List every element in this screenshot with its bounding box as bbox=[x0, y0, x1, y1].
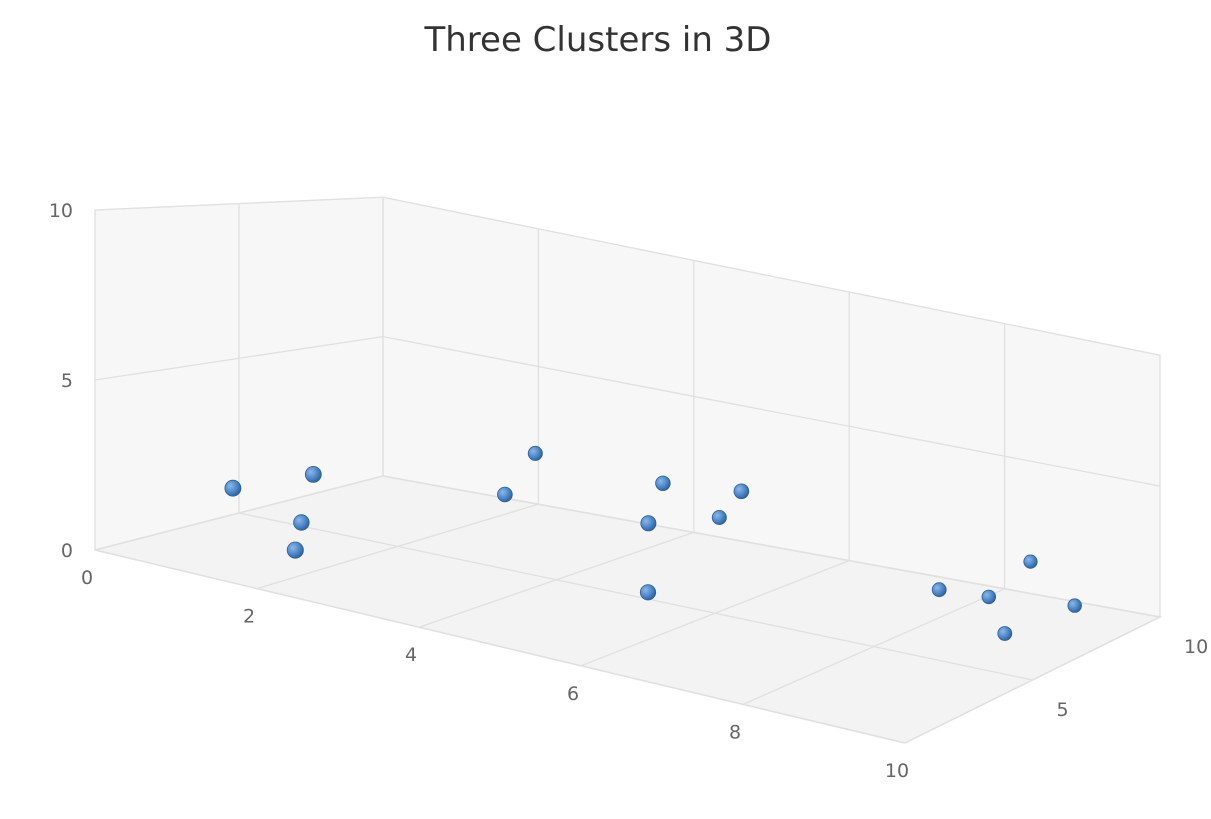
y-tick-label: 5 bbox=[61, 370, 73, 392]
data-point bbox=[527, 445, 543, 461]
back-gridline-y bbox=[382, 196, 1161, 356]
z-tick-label: 10 bbox=[1184, 636, 1208, 658]
y-tick-label: 10 bbox=[49, 200, 73, 222]
z-tick-label: 5 bbox=[1057, 699, 1069, 721]
chart-title: Three Clusters in 3D bbox=[424, 20, 772, 60]
data-point bbox=[711, 509, 727, 525]
data-point bbox=[293, 514, 310, 531]
data-point bbox=[997, 626, 1013, 641]
data-point bbox=[224, 479, 242, 497]
data-point bbox=[733, 483, 750, 500]
chart-panels bbox=[94, 196, 1163, 744]
chart-tick-labels: 0 2 4 6 8 10 0 5 10 5 10 bbox=[49, 200, 1208, 782]
data-point bbox=[981, 589, 997, 605]
data-point bbox=[497, 486, 513, 503]
chart-gridlines bbox=[94, 196, 1161, 744]
side-gridline-y bbox=[94, 335, 384, 381]
data-point bbox=[304, 465, 322, 483]
data-point bbox=[931, 582, 947, 598]
back-gridline-y bbox=[382, 335, 1161, 487]
back-gridline-y bbox=[382, 475, 1161, 618]
chart-points bbox=[224, 445, 1082, 641]
data-point bbox=[286, 541, 304, 559]
side-gridline-y bbox=[94, 196, 384, 211]
x-tick-label: 4 bbox=[405, 644, 417, 666]
data-point bbox=[640, 515, 657, 532]
x-tick-label: 10 bbox=[885, 760, 909, 782]
x-tick-label: 6 bbox=[567, 683, 579, 705]
y-tick-label: 0 bbox=[61, 540, 73, 562]
data-point bbox=[639, 584, 657, 601]
data-point bbox=[1067, 598, 1082, 613]
x-tick-label: 0 bbox=[81, 567, 93, 589]
side-gridline-y bbox=[94, 475, 384, 551]
data-point bbox=[1023, 554, 1038, 569]
x-tick-label: 8 bbox=[729, 721, 741, 743]
floor-gridline-z bbox=[238, 512, 1033, 681]
floor-gridline-z bbox=[94, 549, 906, 744]
x-tick-label: 2 bbox=[243, 606, 255, 628]
data-point bbox=[655, 475, 671, 492]
